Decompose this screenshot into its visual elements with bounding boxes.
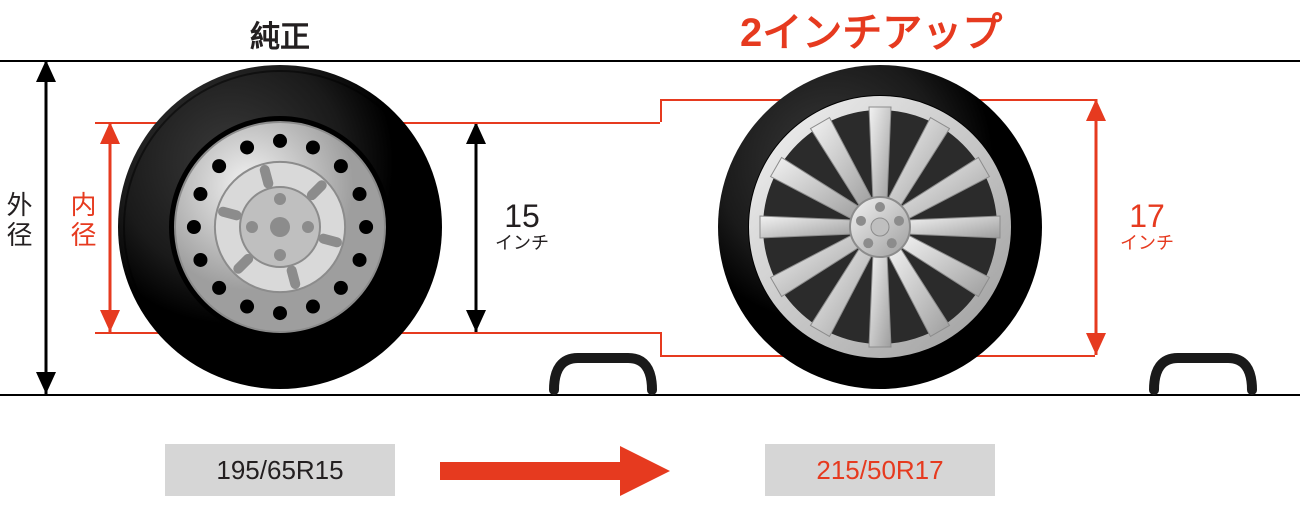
outer-diameter-label: 外径 [0,191,37,251]
size-chip-left: 195/65R15 [165,444,395,496]
alloy-wheel [718,65,1042,389]
tire-profile-icon [548,340,658,400]
inner-diameter-label: 内径 [64,191,101,251]
tire-profile-icon [1148,340,1258,400]
steel-wheel [118,65,442,389]
frame-top-line [0,60,1300,62]
size-chip-right: 215/50R17 [765,444,995,496]
dim-label-17: 17インチ [1120,199,1174,254]
dim-label-15: 15インチ [495,199,549,254]
title-right: 2インチアップ [740,0,1002,58]
title-left: 純正 [250,12,310,56]
transition-arrow-icon [440,446,670,496]
